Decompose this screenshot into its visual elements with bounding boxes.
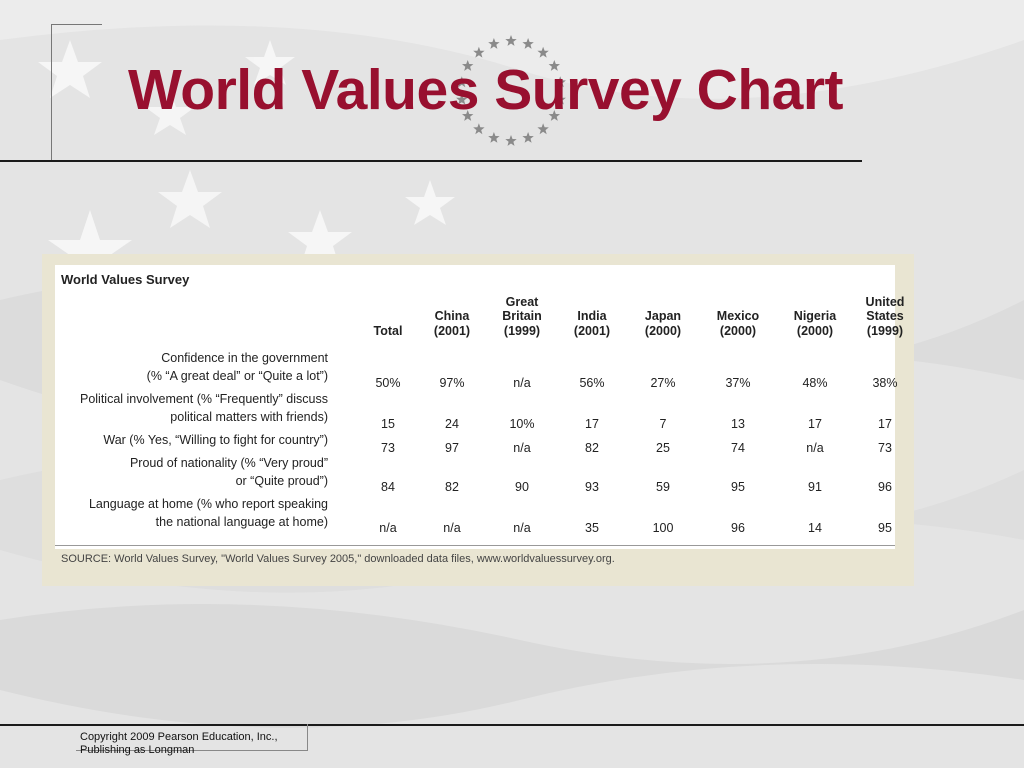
star-icon (462, 110, 474, 121)
star-icon (522, 132, 534, 143)
star-circle-icon (456, 35, 566, 146)
star-icon (473, 46, 485, 58)
column-header: China (2001) (433, 309, 471, 338)
table-cell: 90 (515, 480, 529, 494)
column-header: United States (1999) (865, 294, 905, 338)
corner-frame-horizontal (51, 24, 102, 25)
star-icon (456, 76, 468, 88)
footer-box (76, 724, 308, 751)
column-header: Japan (2000) (644, 309, 682, 338)
table-cell: 35 (585, 521, 599, 535)
star-icon (462, 60, 474, 71)
table-cell: 15 (381, 417, 395, 431)
table-cell: n/a (806, 441, 824, 455)
table-cell: 27% (650, 376, 676, 390)
table-cell: 56% (579, 376, 605, 390)
table-cell: 37% (725, 376, 751, 390)
table-cell: 13 (731, 417, 745, 431)
table-cell: 7 (659, 417, 667, 431)
table-cell: 10% (509, 417, 535, 431)
table-cell: 91 (808, 480, 822, 494)
star-icon (505, 35, 517, 46)
star-icon (537, 123, 549, 135)
table-cell: 97 (445, 441, 459, 455)
star-icon (488, 132, 500, 143)
table-cell: n/a (379, 521, 397, 535)
column-header: Nigeria (2000) (793, 309, 837, 338)
star-icon (548, 60, 560, 71)
source-divider (55, 545, 895, 546)
star-icon (473, 123, 485, 135)
table-cell: 25 (656, 441, 670, 455)
row-label: Confidence in the government (% “A great… (146, 351, 328, 383)
table-panel: World Values Survey SOURCE: World Values… (42, 254, 914, 586)
table-cell: 84 (381, 480, 395, 494)
table-cell: 17 (808, 417, 822, 431)
table-cell: n/a (513, 376, 531, 390)
copyright-text: Copyright 2009 Pearson Education, Inc., … (80, 731, 278, 757)
row-label: Language at home (% who report speaking … (88, 497, 328, 529)
table-cell: 97% (439, 376, 465, 390)
table-cell: 24 (445, 417, 459, 431)
table-cell: 96 (731, 521, 745, 535)
table-title: World Values Survey (61, 272, 190, 287)
table-cell: 82 (445, 480, 459, 494)
column-header: India (2001) (573, 309, 611, 338)
row-label: War (% Yes, “Willing to fight for countr… (103, 433, 328, 447)
star-icon (554, 93, 566, 105)
column-header: Total (373, 323, 403, 338)
table-cell: 95 (878, 521, 892, 535)
star-icon (505, 135, 517, 146)
star-icon (488, 38, 500, 49)
table-cell: 17 (585, 417, 599, 431)
table-cell: 38% (872, 376, 898, 390)
table-cell: 100 (652, 521, 674, 535)
table-cell: 93 (585, 480, 599, 494)
row-label: Political involvement (% “Frequently” di… (79, 392, 328, 424)
table-cell: 17 (878, 417, 892, 431)
star-icon (548, 110, 560, 121)
table-cell: 74 (731, 441, 745, 455)
copyright-line-1: Copyright 2009 Pearson Education, Inc., (80, 731, 278, 743)
star-icon (456, 93, 468, 105)
table-cell: 73 (381, 441, 395, 455)
table-cell: n/a (443, 521, 461, 535)
footer-divider (0, 724, 1024, 726)
row-label: Proud of nationality (% “Very proud” or … (129, 456, 328, 488)
column-header: Mexico (2000) (716, 309, 760, 338)
column-header: Great Britain (1999) (502, 294, 542, 338)
star-icon (522, 38, 534, 49)
star-icon (537, 46, 549, 58)
corner-frame-vertical (51, 24, 52, 162)
table-cell: 95 (731, 480, 745, 494)
table-cell: 82 (585, 441, 599, 455)
table-cell: 14 (808, 521, 822, 535)
slide-title: World Values Survey Chart (128, 58, 844, 122)
table-cell: n/a (513, 521, 531, 535)
survey-table: World Values Survey SOURCE: World Values… (55, 265, 904, 565)
table-source: SOURCE: World Values Survey, "World Valu… (61, 553, 615, 565)
table-cell: n/a (513, 441, 531, 455)
table-cell: 48% (802, 376, 828, 390)
table-cell: 73 (878, 441, 892, 455)
table-cell: 96 (878, 480, 892, 494)
star-icon (554, 76, 566, 88)
title-divider (0, 160, 862, 162)
table-cell: 59 (656, 480, 670, 494)
table-cell: 50% (375, 376, 401, 390)
copyright-line-2: Publishing as Longman (80, 744, 195, 756)
